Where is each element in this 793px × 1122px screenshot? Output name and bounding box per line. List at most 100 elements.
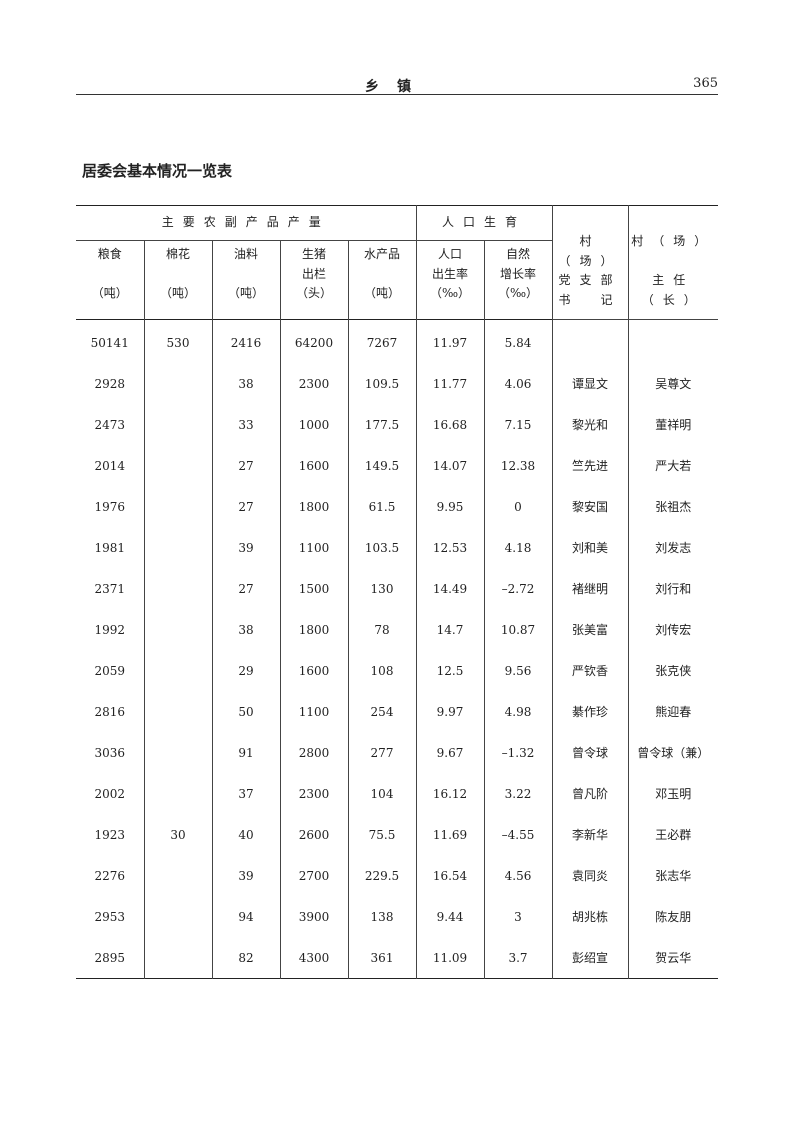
table-cell: 1600 (279, 445, 349, 486)
table-cell: 7267 (347, 319, 417, 363)
header-hogs: 生猪 出栏 （头） (279, 240, 349, 320)
header-line: 粮食 (97, 247, 122, 261)
header-line: （吨） (227, 286, 264, 300)
header-line: 村（场） (558, 234, 622, 268)
table-cell: 1100 (279, 691, 349, 732)
header-aquatic: 水产品 （吨） (347, 240, 417, 320)
table-cell: 褚继明 (551, 568, 629, 609)
table-row: 50141 530 2416 64200 7267 11.97 5.84 (76, 319, 718, 363)
table-cell: 16.68 (415, 404, 485, 445)
table-row: 2059 29 1600 108 12.5 9.56 严钦香 张克侠 (76, 650, 718, 691)
table-row: 2473 33 1000 177.5 16.68 7.15 黎光和 董祥明 (76, 404, 718, 445)
table-row: 3036 91 2800 277 9.67 –1.32 曾令球 曾令球（兼） (76, 732, 718, 773)
table-row: 1923 30 40 2600 75.5 11.69 –4.55 李新华 王必群 (76, 814, 718, 855)
table-cell: 刘和美 (551, 527, 629, 568)
table-cell: 綦作珍 (551, 691, 629, 732)
table-cell (143, 609, 213, 650)
table-row: 1981 39 1100 103.5 12.53 4.18 刘和美 刘发志 (76, 527, 718, 568)
table-cell: 11.69 (415, 814, 485, 855)
header-line: 生猪 (301, 247, 326, 261)
table-row: 1992 38 1800 78 14.7 10.87 张美富 刘传宏 (76, 609, 718, 650)
header-line: 出生率 (431, 266, 468, 281)
table-cell: 1000 (279, 404, 349, 445)
table-cell: 254 (347, 691, 417, 732)
table-cell (143, 773, 213, 814)
table-cell: 4.18 (483, 527, 553, 568)
table-cell: 14.7 (415, 609, 485, 650)
table-cell: 严大若 (627, 445, 718, 486)
table-cell: 刘行和 (627, 568, 718, 609)
table-cell: 0 (483, 486, 553, 527)
header-line: 增长率 (499, 266, 536, 281)
table-cell: 229.5 (347, 855, 417, 896)
table-cell: 董祥明 (627, 404, 718, 445)
header-line: 主任（长） (641, 273, 705, 307)
table-cell: 李新华 (551, 814, 629, 855)
table-cell: 14.07 (415, 445, 485, 486)
header-line: （‰） (497, 286, 539, 300)
table-cell (143, 486, 213, 527)
table-cell: –2.72 (483, 568, 553, 609)
header-grain: 粮食 （吨） (76, 240, 145, 320)
table-cell: 50141 (76, 319, 145, 363)
header-line: 村（场） (631, 234, 716, 248)
table-cell: 12.53 (415, 527, 485, 568)
table-cell: 2800 (279, 732, 349, 773)
header-director: 村（场） 主任（长） (627, 205, 718, 320)
table-cell: 袁同炎 (551, 855, 629, 896)
table-cell: 张祖杰 (627, 486, 718, 527)
table-cell (143, 855, 213, 896)
header-line: （吨） (363, 286, 400, 300)
table-cell: 50 (211, 691, 281, 732)
table-cell: –4.55 (483, 814, 553, 855)
table-title: 居委会基本情况一览表 (82, 162, 233, 180)
table-cell: –1.32 (483, 732, 553, 773)
table-cell: 2953 (76, 896, 145, 937)
table-cell: 2928 (76, 363, 145, 404)
header-line: （吨） (159, 286, 196, 300)
table-cell: 12.5 (415, 650, 485, 691)
table-cell: 38 (211, 363, 281, 404)
table-cell: 9.97 (415, 691, 485, 732)
header-line: 党支部 (558, 273, 622, 287)
table-cell: 陈友朋 (627, 896, 718, 937)
table-cell (143, 691, 213, 732)
table-cell: 1976 (76, 486, 145, 527)
header-line: 棉花 (165, 247, 190, 261)
table-cell: 张克侠 (627, 650, 718, 691)
table-row: 2014 27 1600 149.5 14.07 12.38 竺先进 严大若 (76, 445, 718, 486)
table-cell: 1800 (279, 609, 349, 650)
table-cell: 39 (211, 527, 281, 568)
table-cell: 1992 (76, 609, 145, 650)
header-line: （‰） (429, 286, 471, 300)
table-cell: 14.49 (415, 568, 485, 609)
table-cell: 4.98 (483, 691, 553, 732)
table-cell: 1981 (76, 527, 145, 568)
table-cell: 2276 (76, 855, 145, 896)
table-cell (143, 527, 213, 568)
table-cell (143, 732, 213, 773)
table-cell: 1600 (279, 650, 349, 691)
header-line (76, 265, 144, 285)
table-cell: 2002 (76, 773, 145, 814)
header-line: 人口 (437, 247, 462, 261)
table-cell: 177.5 (347, 404, 417, 445)
table-cell: 108 (347, 650, 417, 691)
table-cell: 刘传宏 (627, 609, 718, 650)
table-cell: 熊迎春 (627, 691, 718, 732)
table-cell: 曾令球 (551, 732, 629, 773)
table-cell: 277 (347, 732, 417, 773)
table-cell: 张美富 (551, 609, 629, 650)
header-line: （头） (295, 286, 332, 300)
header-cotton: 棉花 （吨） (143, 240, 213, 320)
header-oilseed: 油料 （吨） (211, 240, 281, 320)
table-row: 1976 27 1800 61.5 9.95 0 黎安国 张祖杰 (76, 486, 718, 527)
table-cell: 9.67 (415, 732, 485, 773)
table-cell: 彭绍宣 (551, 937, 629, 979)
table-cell: 2700 (279, 855, 349, 896)
table-cell: 王必群 (627, 814, 718, 855)
table-cell: 103.5 (347, 527, 417, 568)
header-line (145, 265, 212, 285)
table-cell: 16.54 (415, 855, 485, 896)
table-cell: 130 (347, 568, 417, 609)
